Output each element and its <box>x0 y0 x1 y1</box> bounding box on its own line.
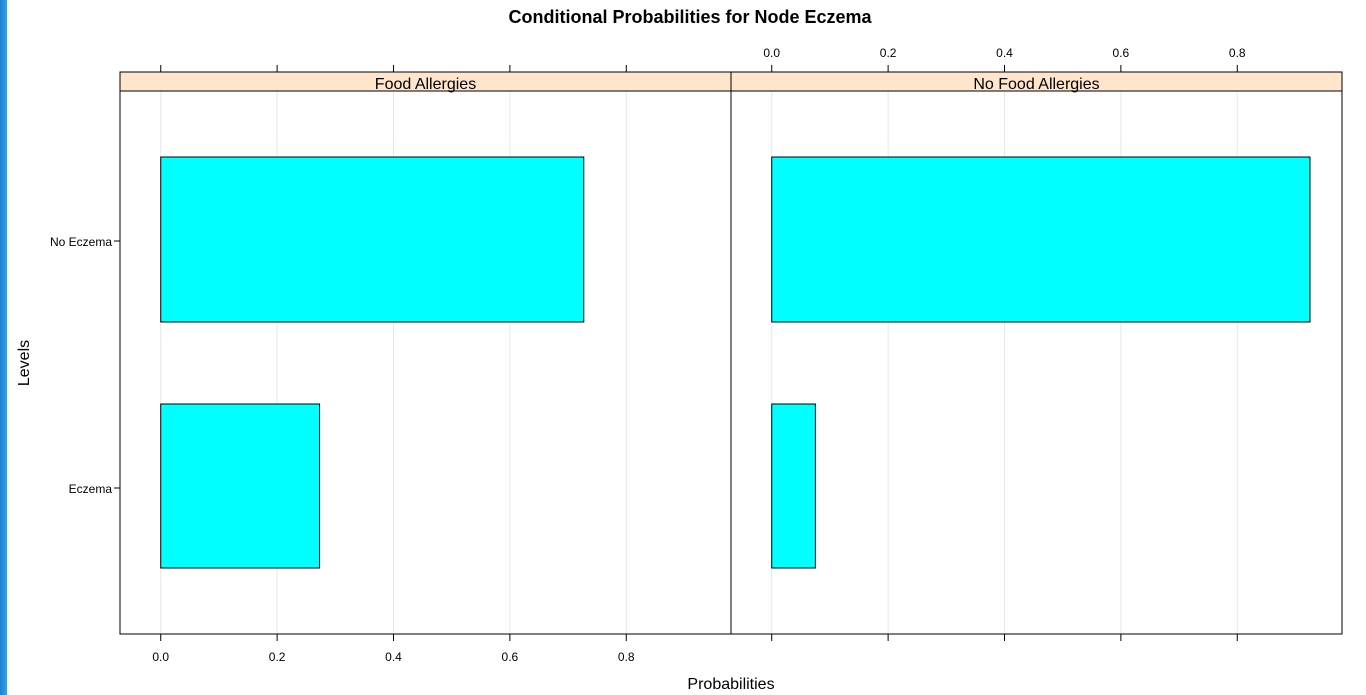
panel-1-bar-1 <box>160 403 321 569</box>
y-tick-label-1: Eczema <box>69 482 113 496</box>
x-axis-label: Probabilities <box>687 676 774 693</box>
y-tick-label-0: No Eczema <box>50 235 112 249</box>
x-tick-label-top-2: 0.4 <box>996 46 1013 60</box>
plot-area: Food Allergies No Food Allergies 0.0 0.0 0.2… <box>50 46 1343 664</box>
panel-1-bar-0 <box>160 156 585 323</box>
x-tick-label-bottom-3: 0.6 <box>502 650 519 664</box>
x-tick-label-bottom-4: 0.8 <box>618 650 635 664</box>
x-tick-label-top-3: 0.6 <box>1113 46 1130 60</box>
x-tick-label-bottom-0: 0.0 <box>152 650 169 664</box>
panel-2-border <box>730 71 1343 635</box>
panel-1-strip-label: Food Allergies <box>375 76 476 93</box>
x-tick-label-top-4: 0.8 <box>1229 46 1246 60</box>
x-tick-label-top-1: 0.2 <box>880 46 897 60</box>
panel-2-bar-0 <box>771 156 1311 323</box>
chart-title: Conditional Probabilities for Node Eczem… <box>508 7 872 27</box>
panel-2-bar-1 <box>771 403 816 569</box>
x-tick-label-top-0: 0.0 <box>763 46 780 60</box>
panel-2-strip-label: No Food Allergies <box>973 76 1099 93</box>
y-axis-label: Levels <box>16 340 33 386</box>
x-tick-label-bottom-1: 0.2 <box>269 650 286 664</box>
x-tick-label-bottom-2: 0.4 <box>385 650 402 664</box>
window-edge <box>0 0 7 695</box>
